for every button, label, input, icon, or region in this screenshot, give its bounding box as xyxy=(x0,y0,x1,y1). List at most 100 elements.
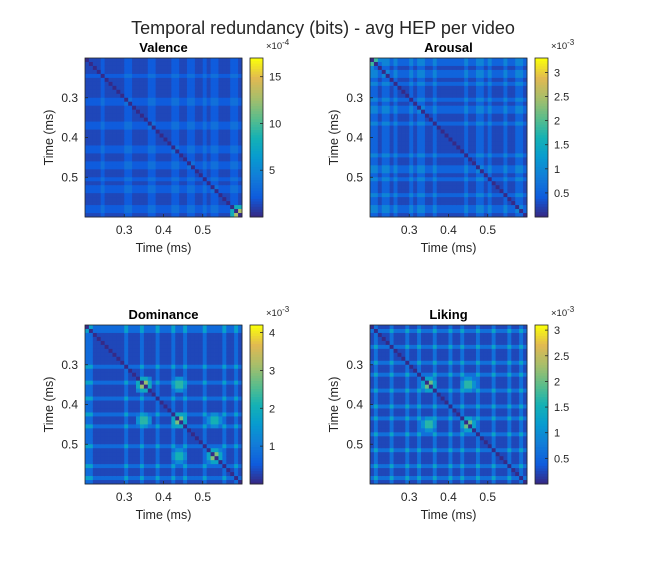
heatmap-cell xyxy=(519,117,524,123)
heatmap-cell xyxy=(523,113,528,119)
heatmap-cell xyxy=(436,161,442,166)
heatmap-cell xyxy=(487,77,493,83)
heatmap-cell xyxy=(187,133,192,138)
heatmap-cell xyxy=(198,173,204,178)
heatmap-cell xyxy=(230,181,235,186)
colorbar-segment xyxy=(250,158,263,162)
heatmap-cell xyxy=(491,89,497,95)
heatmap-cell xyxy=(495,93,500,99)
heatmap-cell xyxy=(370,93,375,99)
heatmap-cell xyxy=(198,149,204,154)
heatmap-cell xyxy=(179,113,184,119)
heatmap-cell xyxy=(218,476,223,481)
heatmap-cell xyxy=(479,101,485,107)
heatmap-cell xyxy=(187,125,192,130)
heatmap-cell xyxy=(377,121,383,126)
heatmap-cell xyxy=(194,360,200,366)
heatmap-cell xyxy=(432,209,438,214)
heatmap-cell xyxy=(171,209,176,214)
heatmap-cell xyxy=(155,153,160,158)
heatmap-cell xyxy=(491,197,497,202)
heatmap-cell xyxy=(88,364,94,370)
heatmap-cell xyxy=(88,181,94,186)
heatmap-cell xyxy=(187,165,192,170)
heatmap-cell xyxy=(183,145,188,150)
heatmap-cell xyxy=(373,177,379,182)
heatmap-cell xyxy=(136,73,141,79)
heatmap-cell xyxy=(198,125,204,130)
heatmap-cell xyxy=(424,89,430,95)
heatmap-cell xyxy=(120,117,125,123)
heatmap-cell xyxy=(511,65,516,71)
heatmap-cell xyxy=(159,436,164,441)
heatmap-cell xyxy=(179,181,184,186)
heatmap-cell xyxy=(175,472,180,477)
heatmap-cell xyxy=(210,468,215,473)
heatmap-cell xyxy=(85,177,90,182)
heatmap-cell xyxy=(479,161,485,166)
heatmap-cell xyxy=(234,181,239,186)
heatmap-cell xyxy=(147,440,153,445)
heatmap-cell xyxy=(238,145,243,150)
heatmap-cell xyxy=(206,364,212,370)
heatmap-cell xyxy=(179,424,184,429)
heatmap-cell xyxy=(120,396,125,401)
colorbar-segment xyxy=(535,79,548,83)
heatmap-cell xyxy=(519,169,524,174)
heatmap-cell xyxy=(436,197,442,202)
heatmap-cell xyxy=(234,165,239,170)
heatmap-cell xyxy=(507,121,512,126)
heatmap-cell xyxy=(206,169,212,174)
heatmap-cell xyxy=(523,197,528,202)
heatmap-cell xyxy=(108,65,113,71)
heatmap-cell xyxy=(214,468,219,473)
heatmap-cell xyxy=(198,356,204,362)
heatmap-cell xyxy=(440,117,445,123)
heatmap-cell xyxy=(421,189,426,194)
heatmap-cell xyxy=(198,97,204,103)
colorbar-segment xyxy=(535,169,548,173)
heatmap-cell xyxy=(499,77,504,83)
heatmap-cell xyxy=(234,189,239,194)
heatmap-cell xyxy=(171,129,176,134)
heatmap-cell xyxy=(147,93,153,99)
colorbar-segment xyxy=(535,84,548,88)
heatmap-cell xyxy=(491,181,497,186)
heatmap-cell xyxy=(151,368,157,374)
heatmap-cell xyxy=(452,97,457,103)
heatmap-cell xyxy=(226,404,231,409)
heatmap-cell xyxy=(187,336,192,342)
heatmap-cell xyxy=(405,93,410,99)
heatmap-cell xyxy=(401,189,406,194)
heatmap-cell xyxy=(194,348,200,354)
heatmap-cell xyxy=(424,149,430,154)
heatmap-cell xyxy=(187,113,192,119)
heatmap-cell xyxy=(460,85,465,91)
heatmap-cell xyxy=(440,141,445,146)
heatmap-cell xyxy=(373,137,379,142)
heatmap-cell xyxy=(507,61,512,67)
heatmap-cell xyxy=(112,125,117,130)
heatmap-cell xyxy=(100,125,106,130)
heatmap-cell xyxy=(155,420,160,425)
heatmap-cell xyxy=(417,129,422,134)
heatmap-cell xyxy=(234,65,239,71)
heatmap-cell xyxy=(373,69,379,75)
heatmap-cell xyxy=(230,193,235,198)
heatmap-cell xyxy=(218,117,223,123)
heatmap-cell xyxy=(167,380,172,386)
heatmap-cell xyxy=(377,193,383,198)
heatmap-cell xyxy=(155,432,160,437)
heatmap-cell xyxy=(187,388,192,393)
heatmap-cell xyxy=(393,58,398,63)
heatmap-cell xyxy=(136,460,141,465)
heatmap-cell xyxy=(175,325,180,330)
heatmap-cell xyxy=(230,117,235,123)
heatmap-cell xyxy=(128,93,133,99)
heatmap-cell xyxy=(190,65,196,71)
heatmap-cell xyxy=(96,400,102,405)
heatmap-cell xyxy=(487,189,493,194)
heatmap-cell xyxy=(393,185,398,190)
heatmap-cell xyxy=(159,432,164,437)
heatmap-cell xyxy=(230,384,235,390)
